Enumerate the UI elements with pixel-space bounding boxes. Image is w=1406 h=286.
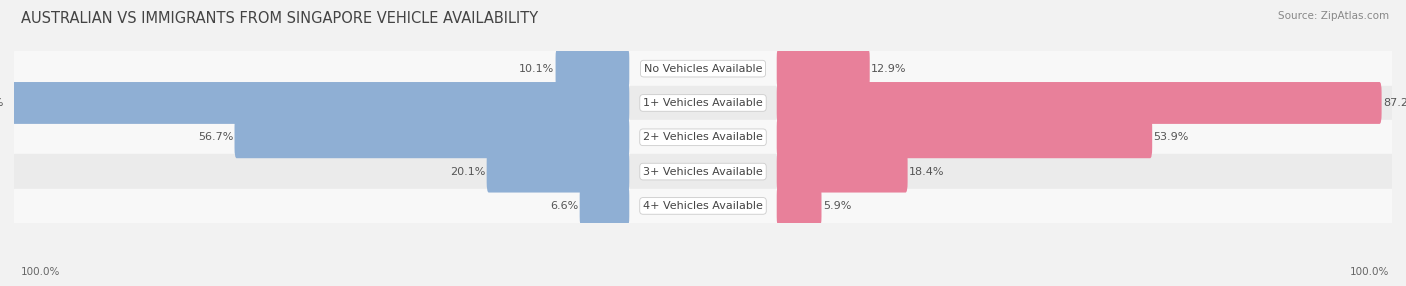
FancyBboxPatch shape	[6, 82, 630, 124]
Bar	[14, 189, 1392, 223]
Text: 53.9%: 53.9%	[1153, 132, 1189, 142]
FancyBboxPatch shape	[776, 82, 1382, 124]
FancyBboxPatch shape	[776, 48, 870, 90]
Text: 20.1%: 20.1%	[450, 167, 485, 176]
Bar	[14, 51, 1392, 86]
Text: 10.1%: 10.1%	[519, 64, 554, 74]
Text: 56.7%: 56.7%	[198, 132, 233, 142]
FancyBboxPatch shape	[776, 185, 821, 227]
Text: 2+ Vehicles Available: 2+ Vehicles Available	[643, 132, 763, 142]
FancyBboxPatch shape	[579, 185, 630, 227]
FancyBboxPatch shape	[486, 151, 630, 192]
FancyBboxPatch shape	[555, 48, 630, 90]
Text: 12.9%: 12.9%	[872, 64, 907, 74]
FancyBboxPatch shape	[776, 151, 908, 192]
Text: 1+ Vehicles Available: 1+ Vehicles Available	[643, 98, 763, 108]
Bar	[14, 120, 1392, 154]
Text: 87.2%: 87.2%	[1384, 98, 1406, 108]
Text: 100.0%: 100.0%	[21, 267, 60, 277]
FancyBboxPatch shape	[776, 116, 1152, 158]
Text: 18.4%: 18.4%	[910, 167, 945, 176]
Text: Source: ZipAtlas.com: Source: ZipAtlas.com	[1278, 11, 1389, 21]
Text: 6.6%: 6.6%	[550, 201, 578, 211]
Bar	[14, 154, 1392, 189]
FancyBboxPatch shape	[235, 116, 630, 158]
Text: 90.0%: 90.0%	[0, 98, 4, 108]
Text: 100.0%: 100.0%	[1350, 267, 1389, 277]
Text: No Vehicles Available: No Vehicles Available	[644, 64, 762, 74]
Text: 3+ Vehicles Available: 3+ Vehicles Available	[643, 167, 763, 176]
Text: AUSTRALIAN VS IMMIGRANTS FROM SINGAPORE VEHICLE AVAILABILITY: AUSTRALIAN VS IMMIGRANTS FROM SINGAPORE …	[21, 11, 538, 26]
Text: 4+ Vehicles Available: 4+ Vehicles Available	[643, 201, 763, 211]
Bar	[14, 86, 1392, 120]
Text: 5.9%: 5.9%	[823, 201, 851, 211]
